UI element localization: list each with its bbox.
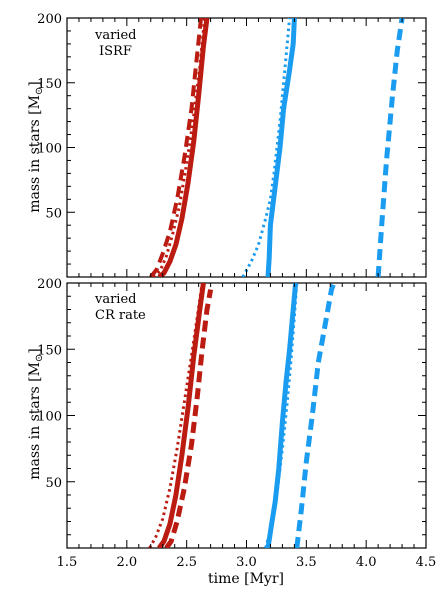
panel-bottom-x-tick-label: 2.5 bbox=[176, 555, 197, 570]
panel-bottom-series-3-solid-line bbox=[265, 283, 299, 548]
panel-bottom-x-tick-label: 4.5 bbox=[416, 555, 437, 570]
panel-bottom-y-axis-title-suffix: ] bbox=[27, 348, 43, 353]
panel-bottom-x-tick-label: 2.0 bbox=[116, 555, 137, 570]
panel-top-ticks: 50 100 150 200 bbox=[37, 12, 427, 277]
panel-bottom-annotation-line1: varied bbox=[94, 292, 136, 307]
panel-top-annotation-line2: ISRF bbox=[99, 44, 132, 59]
panel-top-y-tick-label: 200 bbox=[37, 12, 62, 27]
panel-top-y-axis-unit-symbol: ⊙ bbox=[34, 87, 45, 95]
panel-top-annotation-line1: varied bbox=[94, 28, 136, 43]
panel-top-y-tick-label: 50 bbox=[45, 206, 62, 221]
panel-bottom-y-tick-label: 50 bbox=[45, 476, 62, 491]
panel-top-y-tick-label: 100 bbox=[37, 142, 62, 157]
panel-bottom-annotation-line2: CR rate bbox=[95, 308, 146, 323]
panel-bottom-y-tick-label: 200 bbox=[37, 277, 62, 292]
panel-bottom-y-axis-unit-symbol: ⊙ bbox=[34, 354, 45, 362]
panel-bottom-x-tick-label: 3.0 bbox=[236, 555, 257, 570]
panel-top-y-axis-title-suffix: ] bbox=[27, 81, 43, 86]
panel-bottom-x-tick-label: 3.5 bbox=[296, 555, 317, 570]
panel-bottom-series-0-solid-line bbox=[157, 283, 206, 548]
panel-top-y-tick-label: 150 bbox=[37, 77, 62, 92]
panel-top: 50 100 150 200 varied ISRF mass in stars [M… bbox=[27, 12, 427, 278]
panel-bottom-series-4-dotted-line bbox=[264, 283, 299, 548]
panel-bottom-x-tick-label: 4.0 bbox=[356, 555, 377, 570]
x-axis-title: time [Myr] bbox=[208, 571, 284, 587]
panel-bottom-y-axis-title: mass in stars [M⊙] bbox=[27, 348, 45, 480]
panel-bottom-series-2-dotted-line bbox=[148, 283, 204, 548]
panel-bottom-series-group bbox=[148, 283, 337, 548]
panel-bottom-series-1-dashed-line bbox=[164, 289, 214, 548]
panel-top-y-axis-title: mass in stars [M⊙] bbox=[27, 81, 45, 213]
panel-top-y-axis-title-text: mass in stars [M bbox=[27, 95, 43, 213]
panel-top-series-5-dashed-line bbox=[375, 18, 405, 277]
panel-top-series-0-solid-line bbox=[157, 18, 210, 277]
panel-bottom-ticks: 50 100 150 200 1.5 2.0 2.5 3.0 3.5 4.0 4.5 bbox=[37, 277, 436, 570]
panel-bottom-y-tick-label: 100 bbox=[37, 410, 62, 425]
panel-bottom-x-tick-label: 1.5 bbox=[57, 555, 78, 570]
panel-top-series-1-dashed-line bbox=[149, 18, 203, 277]
panel-top-series-3-solid-line bbox=[265, 18, 297, 277]
panel-top-series-group bbox=[149, 18, 405, 277]
panel-bottom-series-5-dashed-line bbox=[294, 283, 337, 548]
panel-bottom-y-axis-title-text: mass in stars [M bbox=[27, 362, 43, 480]
panel-top-series-4-dotted-line bbox=[241, 18, 292, 277]
panel-bottom-y-tick-label: 150 bbox=[37, 343, 62, 358]
